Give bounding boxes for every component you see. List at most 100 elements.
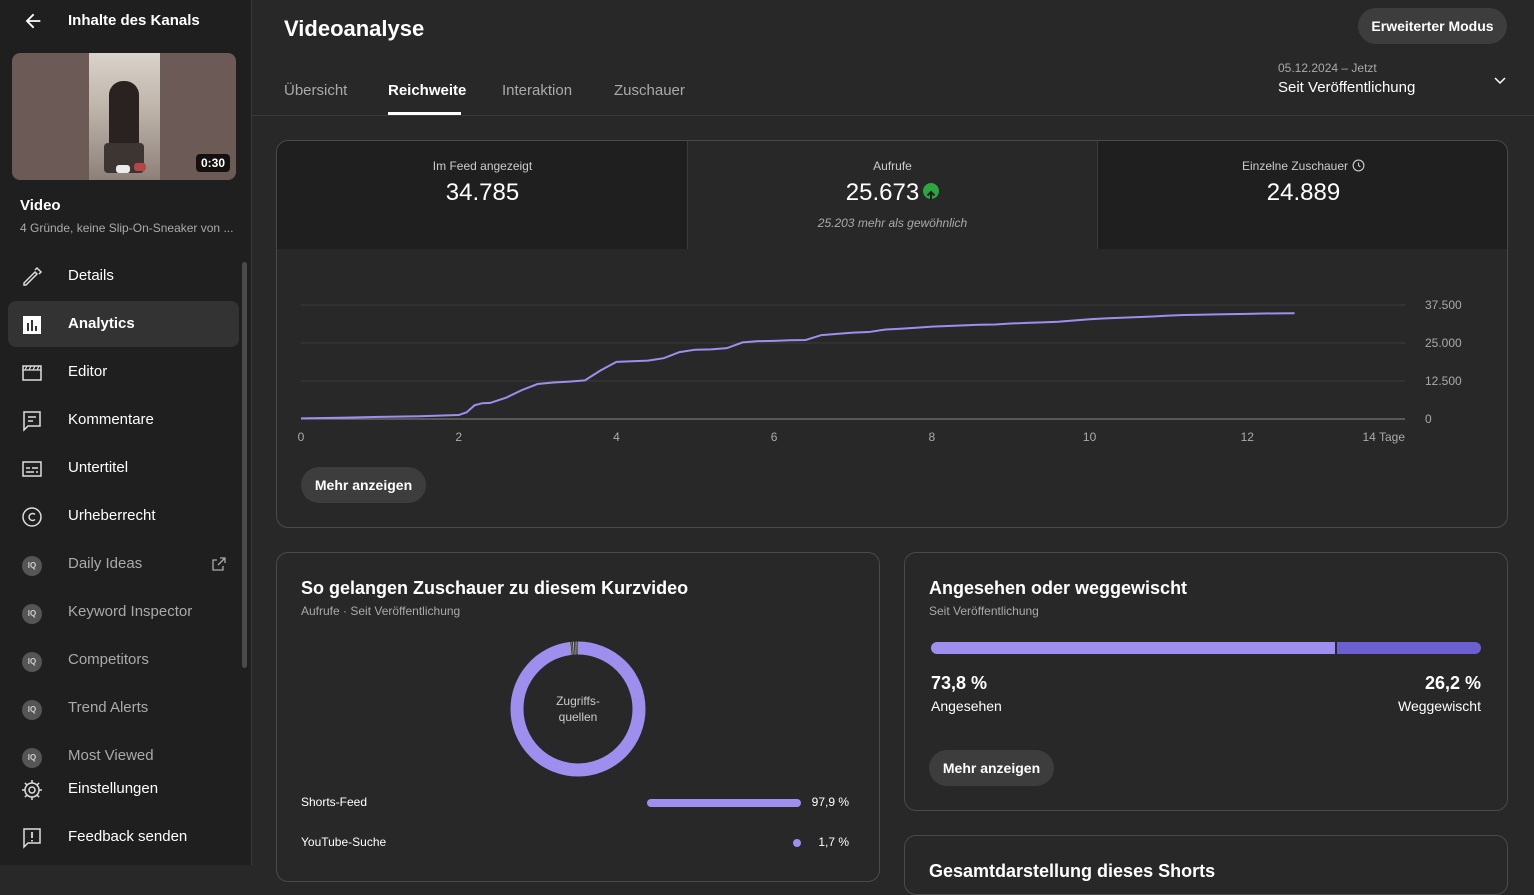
video-thumbnail[interactable]: 0:30: [12, 53, 236, 180]
traffic-source-name: Shorts-Feed: [301, 795, 368, 809]
sidebar-item-label: Kommentare: [68, 411, 154, 428]
external-link-icon: [212, 557, 226, 571]
donut-segment[interactable]: [510, 641, 646, 777]
card-title: Gesamtdarstellung dieses Shorts: [929, 861, 1216, 881]
swiped-bar: [1337, 642, 1481, 654]
sidebar-item-label: Keyword Inspector: [68, 603, 193, 620]
metric-note: 25.203 mehr als gewöhnlich: [817, 216, 968, 230]
x-tick-label: 12: [1241, 430, 1255, 444]
more-button[interactable]: Mehr anzeigen: [929, 750, 1054, 786]
tab-audience[interactable]: Zuschauer: [614, 82, 685, 99]
metric-label: Einzelne Zuschauer: [1098, 159, 1507, 173]
video-title: 4 Gründe, keine Slip-On-Sneaker von ...: [20, 221, 234, 235]
x-tick-label: 10: [1083, 430, 1097, 444]
metric-value: 24.889: [1266, 179, 1341, 206]
traffic-source-value: 97,9 %: [811, 795, 849, 809]
metric-label-text: Einzelne Zuschauer: [1241, 159, 1349, 173]
x-tick-label: 6: [771, 430, 778, 444]
sidebar-item-label: Einstellungen: [68, 780, 159, 797]
swiped-label: Weggewischt: [1397, 698, 1481, 714]
sidebar-scrollbar[interactable]: [242, 262, 247, 668]
metric-unique-viewers[interactable]: Einzelne Zuschauer 24.889: [1098, 141, 1507, 249]
advanced-mode-button[interactable]: Erweiterter Modus: [1358, 8, 1507, 44]
trend-up-icon: [923, 182, 940, 200]
thumbnail-shoe: [134, 163, 146, 171]
sidebar-item-most-viewed[interactable]: IQ Most Viewed: [8, 733, 239, 779]
back-arrow-icon[interactable]: [22, 10, 44, 32]
y-tick-label: 0: [1425, 412, 1432, 426]
sidebar-item-label: Competitors: [68, 651, 149, 668]
thumbnail-shoe: [116, 165, 130, 173]
video-label: Video: [20, 197, 61, 214]
sidebar-item-label: Urheberrecht: [68, 507, 156, 524]
sidebar-item-label: Analytics: [68, 315, 135, 332]
sidebar-item-label: Daily Ideas: [68, 555, 143, 572]
sidebar-item-label: Feedback senden: [68, 828, 188, 845]
sidebar-item-editor[interactable]: Editor: [8, 349, 239, 395]
tab-engagement[interactable]: Interaktion: [502, 82, 573, 99]
traffic-sources-card: So gelangen Zuschauer zu diesem Kurzvide…: [276, 552, 880, 882]
sidebar-item-subtitles[interactable]: Untertitel: [8, 445, 239, 491]
sidebar-item-copyright[interactable]: Urheberrecht: [8, 493, 239, 539]
tabs-divider: [252, 115, 1534, 116]
donut-label-text: Zugriffs- quellen: [556, 694, 600, 724]
tab-overview[interactable]: Übersicht: [284, 82, 348, 99]
main-content: Videoanalyse Erweiterter Modus Übersicht…: [252, 0, 1534, 895]
views-line-chart: 37.500 25.000 12.500 0 0 2 4 6 8 10 12 14 Tage: [298, 298, 1462, 444]
copyright-icon: [22, 507, 42, 527]
sidebar-item-comments[interactable]: Kommentare: [8, 397, 239, 443]
sidebar-item-settings[interactable]: Einstellungen: [8, 766, 239, 812]
sidebar: Inhalte des Kanals 0:30 Video 4 Gründe, …: [0, 0, 252, 865]
more-button[interactable]: Mehr anzeigen: [301, 467, 426, 503]
metric-views[interactable]: Aufrufe 25.673 25.203 mehr als gewöhnlic…: [687, 141, 1098, 249]
sidebar-item-keyword-inspector[interactable]: IQ Keyword Inspector: [8, 589, 239, 635]
vidiq-icon: IQ: [22, 556, 42, 576]
watched-label: Angesehen: [931, 698, 1002, 714]
active-tab-indicator: [388, 112, 461, 115]
traffic-source-name: YouTube-Suche: [301, 835, 387, 849]
card-subtitle: Seit Veröffentlichung: [929, 604, 1039, 618]
x-tick-label: 14 Tage: [1363, 430, 1406, 444]
sidebar-item-daily-ideas[interactable]: IQ Daily Ideas: [8, 541, 239, 587]
vidiq-icon: IQ: [22, 700, 42, 720]
swiped-percent: 26,2 %: [1424, 673, 1481, 693]
pencil-icon: [23, 266, 43, 286]
sidebar-item-competitors[interactable]: IQ Competitors: [8, 637, 239, 683]
card-title: Angesehen oder weggewischt: [929, 578, 1188, 598]
sidebar-item-label: Trend Alerts: [68, 699, 149, 716]
sidebar-item-details[interactable]: Details: [8, 253, 239, 299]
traffic-source-bar: [647, 799, 801, 807]
metric-impressions[interactable]: Im Feed angezeigt 34.785: [277, 141, 688, 249]
sidebar-item-label: Details: [68, 267, 114, 284]
y-tick-label: 25.000: [1425, 336, 1462, 350]
traffic-source-row[interactable]: Shorts-Feed 97,9 %: [301, 793, 857, 813]
y-tick-label: 37.500: [1425, 298, 1462, 312]
views-series-line[interactable]: [300, 312, 1295, 420]
tab-reach[interactable]: Reichweite: [388, 82, 467, 99]
sidebar-item-label: Editor: [68, 363, 108, 380]
metric-value: 25.673: [688, 179, 1097, 207]
traffic-source-value: 1,7 %: [818, 835, 849, 849]
date-range-dates: 05.12.2024 – Jetzt: [1278, 61, 1377, 75]
date-range-picker[interactable]: 05.12.2024 – Jetzt Seit Veröffentlichung: [1278, 58, 1508, 102]
sidebar-item-feedback[interactable]: Feedback senden: [8, 814, 239, 860]
vidiq-icon: IQ: [22, 604, 42, 624]
card-subtitle: Aufrufe · Seit Veröffentlichung: [301, 604, 461, 618]
traffic-source-row[interactable]: YouTube-Suche 1,7 %: [301, 833, 857, 853]
next-card: Gesamtdarstellung dieses Shorts: [904, 835, 1508, 895]
clock-icon: [1352, 159, 1365, 172]
video-duration: 0:30: [195, 154, 230, 172]
traffic-source-bar: [793, 839, 801, 847]
feedback-icon: [23, 828, 41, 849]
vidiq-icon: IQ: [22, 748, 42, 768]
page-title: Videoanalyse: [284, 16, 425, 41]
sidebar-item-label: Untertitel: [68, 459, 129, 476]
x-tick-label: 8: [929, 430, 936, 444]
sidebar-item-analytics[interactable]: Analytics: [8, 301, 239, 347]
gear-icon: [22, 780, 42, 800]
sidebar-item-label: Most Viewed: [68, 747, 154, 764]
traffic-sources-donut[interactable]: [510, 641, 646, 777]
metric-value-text: 25.673: [845, 179, 920, 206]
sidebar-item-trend-alerts[interactable]: IQ Trend Alerts: [8, 685, 239, 731]
x-tick-label: 2: [455, 430, 462, 444]
